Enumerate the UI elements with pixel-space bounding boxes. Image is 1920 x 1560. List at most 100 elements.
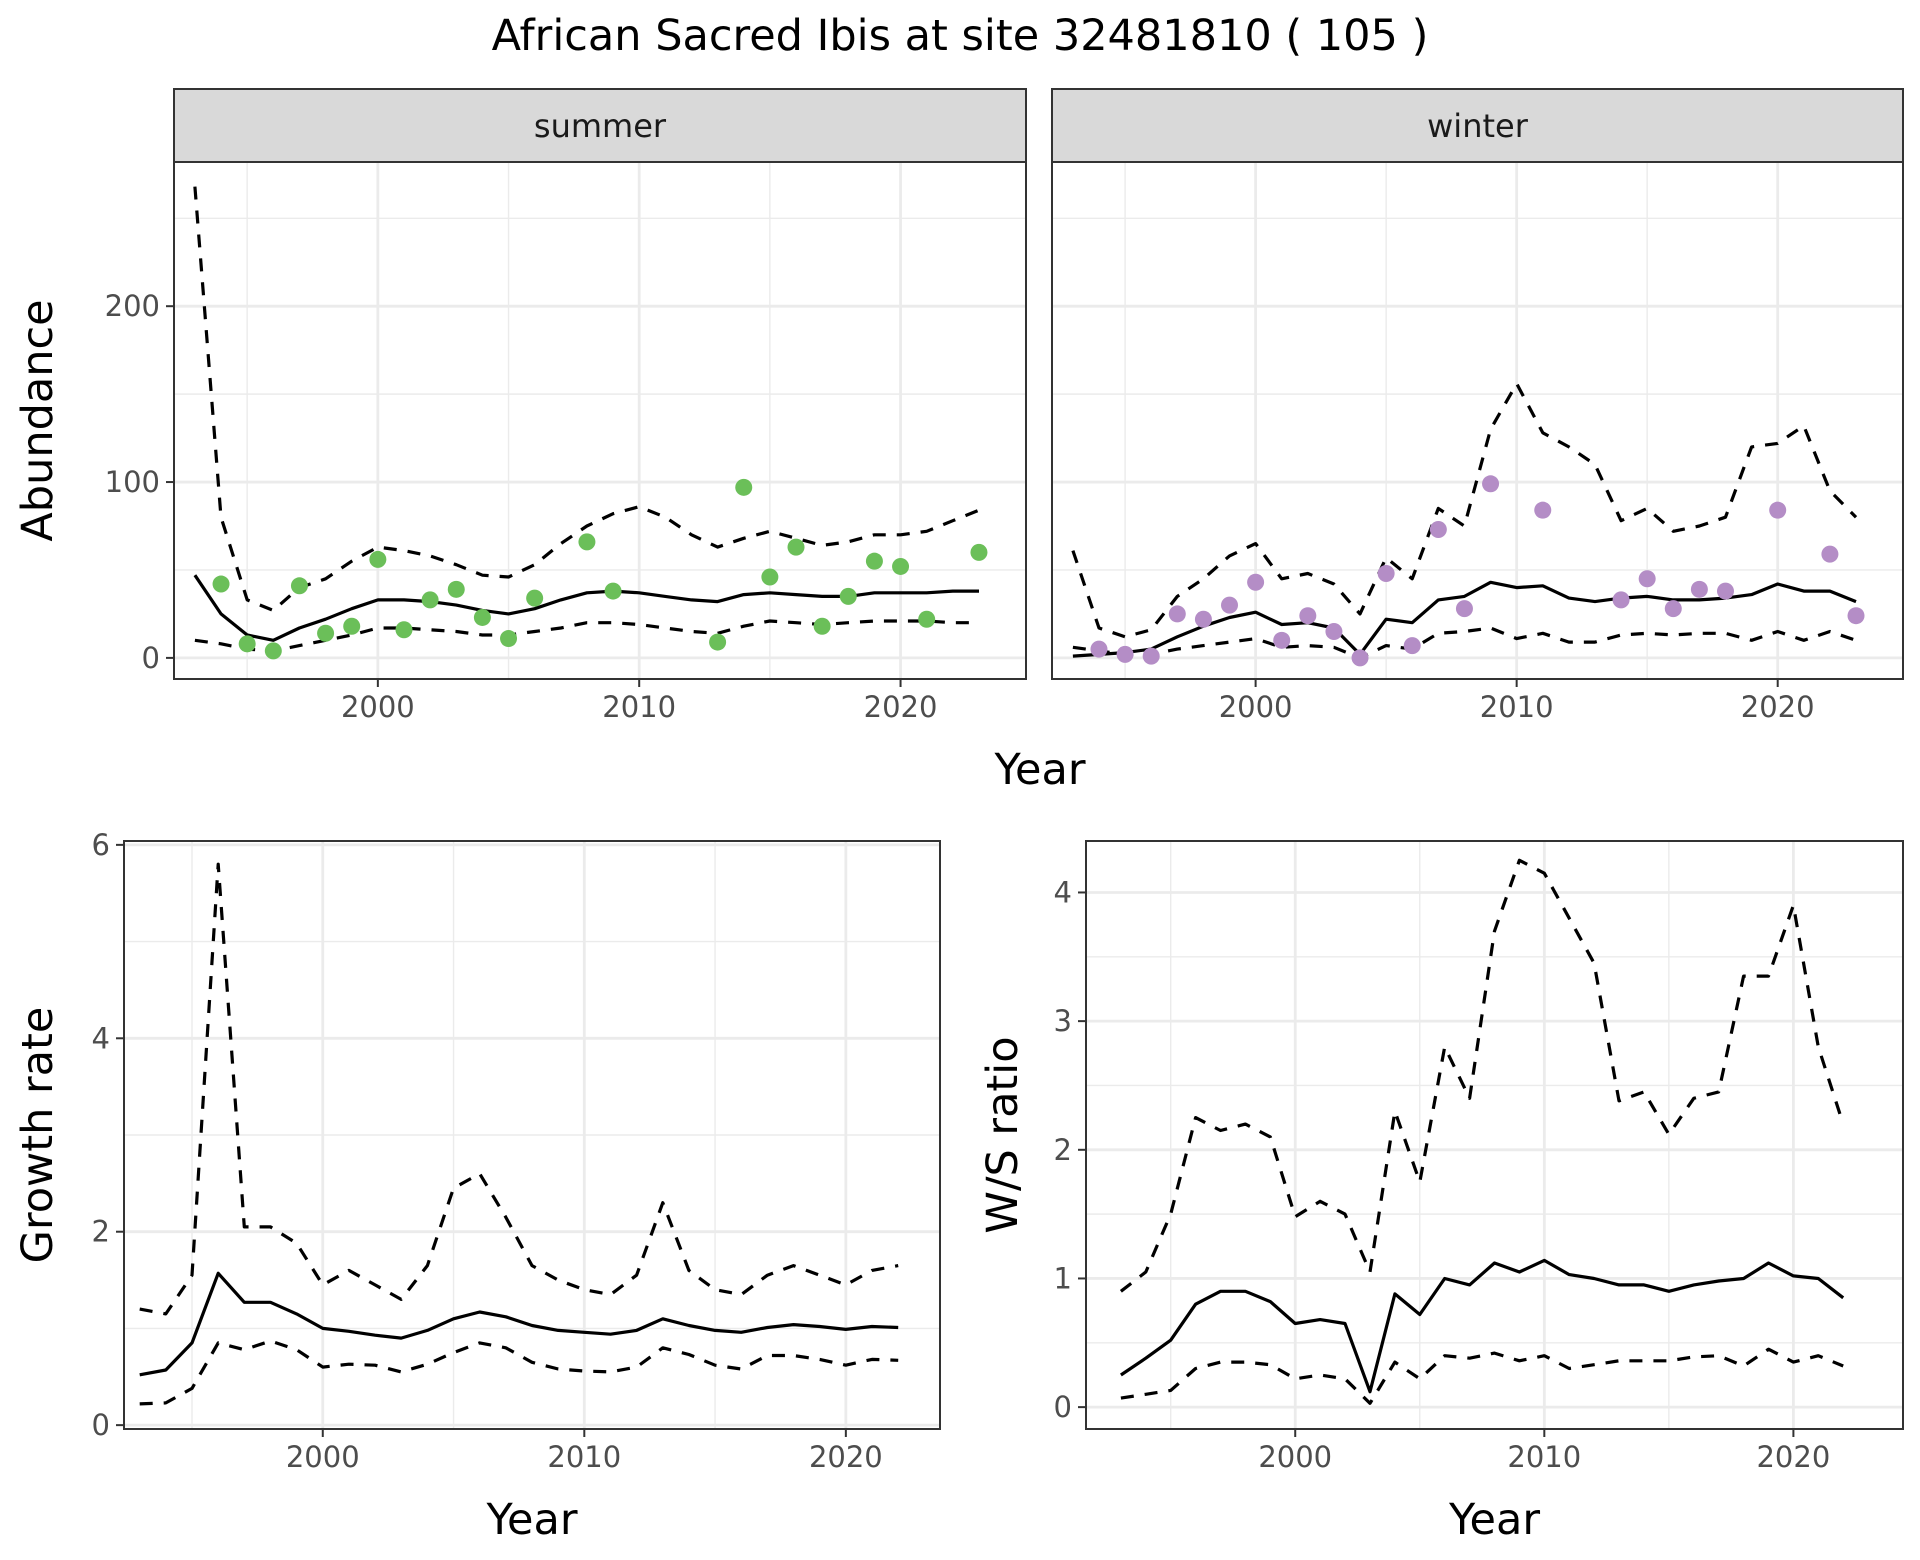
summer-observed-point	[395, 621, 413, 639]
growth-grid	[124, 841, 940, 1429]
ratio-x-tick-label: 2010	[1507, 1440, 1581, 1474]
summer-observed-point	[290, 577, 308, 595]
winter-observed-point	[1769, 501, 1787, 519]
winter-observed-point	[1221, 596, 1239, 614]
summer-observed-point	[839, 587, 857, 605]
ratio-x-tick-label: 2000	[1258, 1440, 1332, 1474]
winter-observed-point	[1664, 600, 1682, 618]
growth-y-tick-label: 0	[92, 1408, 110, 1442]
summer-x-tick-label: 2000	[341, 690, 415, 724]
ratio-data	[1119, 858, 1845, 1405]
summer-observed-point	[761, 568, 779, 586]
ratio-y-tick-label: 1	[1054, 1261, 1072, 1295]
growth-panel-border	[123, 840, 941, 1430]
winter-lower-line	[1072, 626, 1857, 660]
winter-x-tick-label: 2000	[1219, 690, 1293, 724]
winter-strip-label: winter	[1427, 107, 1529, 145]
growth-y-axis-title: Growth rate	[13, 1007, 63, 1264]
ratio-upper-line	[1119, 858, 1845, 1293]
winter-observed-point	[1194, 610, 1212, 628]
summer-plot-bg	[174, 162, 1026, 679]
winter-observed-point	[1403, 637, 1421, 655]
ratio-plot-bg	[1086, 841, 1903, 1429]
ratio-y-tick-label: 4	[1054, 875, 1072, 909]
growth-upper-line	[139, 862, 899, 1316]
ratio-x-tick-label: 2020	[1756, 1440, 1830, 1474]
growth-mean-line	[139, 1271, 899, 1377]
winter-observed-point	[1090, 640, 1108, 658]
summer-observed-point	[500, 630, 518, 648]
winter-observed-point	[1273, 631, 1291, 649]
winter-upper-line	[1071, 382, 1858, 639]
summer-observed-point	[369, 550, 387, 568]
summer-y-tick-label: 100	[105, 465, 160, 499]
ratio-grid	[1086, 841, 1903, 1429]
summer-observed-point	[526, 589, 544, 607]
summer-upper-line	[193, 186, 980, 612]
growth-x-tick-label: 2000	[286, 1440, 360, 1474]
chart-title: African Sacred Ibis at site 32481810 ( 1…	[492, 11, 1429, 61]
winter-observed-point	[1377, 564, 1395, 582]
summer-observed-point	[918, 610, 936, 628]
winter-observed-point	[1612, 591, 1630, 609]
summer-x-tick-label: 2020	[864, 690, 938, 724]
winter-observed-point	[1455, 600, 1473, 618]
summer-y-tick-label: 200	[105, 289, 160, 323]
growth-data	[139, 862, 899, 1406]
ratio-lower-line	[1120, 1347, 1844, 1405]
summer-observed-point	[447, 580, 465, 598]
ratio-y-axis-title: W/S ratio	[978, 1036, 1028, 1233]
summer-observed-point	[813, 617, 831, 635]
winter-observed-point	[1716, 582, 1734, 600]
ws-ratio-panel: 2000 2010 2020 0 1 2 3 4 W/S ratio Year	[978, 840, 1904, 1545]
growth-y-tick-label: 6	[92, 828, 110, 862]
ratio-x-axis-title: Year	[1448, 1495, 1540, 1545]
summer-observed-point	[343, 617, 361, 635]
winter-strip	[1051, 88, 1904, 163]
summer-grid	[174, 162, 1026, 679]
growth-rate-panel: 2000 2010 2020 0 2 4 6 Growth rate Year	[13, 828, 941, 1545]
ratio-y-tick-label: 3	[1054, 1004, 1072, 1038]
summer-observed-point	[709, 633, 727, 651]
summer-strip	[173, 88, 1027, 163]
winter-panel-border	[1051, 161, 1904, 680]
summer-y-tick-label: 0	[142, 641, 160, 675]
winter-observed-point	[1247, 573, 1265, 591]
summer-observed-point	[578, 533, 596, 551]
summer-observed-point	[735, 478, 753, 496]
growth-y-tick-label: 4	[92, 1021, 110, 1055]
winter-observed-point	[1847, 607, 1865, 625]
winter-observed-point	[1638, 570, 1656, 588]
winter-observed-point	[1116, 645, 1134, 663]
growth-x-tick-label: 2010	[547, 1440, 621, 1474]
winter-x-tick-label: 2010	[1480, 690, 1554, 724]
winter-observed-point	[1821, 545, 1839, 563]
ratio-mean-line	[1120, 1258, 1845, 1394]
summer-observed-point	[421, 591, 439, 609]
summer-observed-point	[787, 538, 805, 556]
ratio-panel-border	[1085, 840, 1904, 1430]
winter-grid	[1052, 162, 1903, 679]
summer-observed-point	[264, 642, 282, 660]
summer-y-axis-title: Abundance	[13, 299, 63, 541]
summer-panel-border	[173, 161, 1027, 680]
winter-observed-point	[1482, 475, 1500, 493]
winter-data	[1071, 382, 1865, 667]
summer-observed-point	[970, 543, 988, 561]
summer-observed-point	[212, 575, 230, 593]
summer-observed-point	[892, 557, 910, 575]
summer-panel: summer 2000 2010 2020 0 100 200 Abundance	[13, 88, 1027, 724]
summer-observed-point	[865, 552, 883, 570]
growth-x-tick-label: 2020	[809, 1440, 883, 1474]
winter-observed-point	[1429, 521, 1447, 539]
top-x-axis-title: Year	[993, 745, 1085, 795]
winter-observed-point	[1690, 580, 1708, 598]
summer-observed-point	[238, 635, 256, 653]
summer-observed-point	[317, 624, 335, 642]
growth-y-tick-label: 2	[92, 1215, 110, 1249]
summer-data	[193, 186, 988, 660]
winter-observed-point	[1299, 607, 1317, 625]
summer-observed-point	[604, 582, 622, 600]
winter-observed-point	[1168, 605, 1186, 623]
